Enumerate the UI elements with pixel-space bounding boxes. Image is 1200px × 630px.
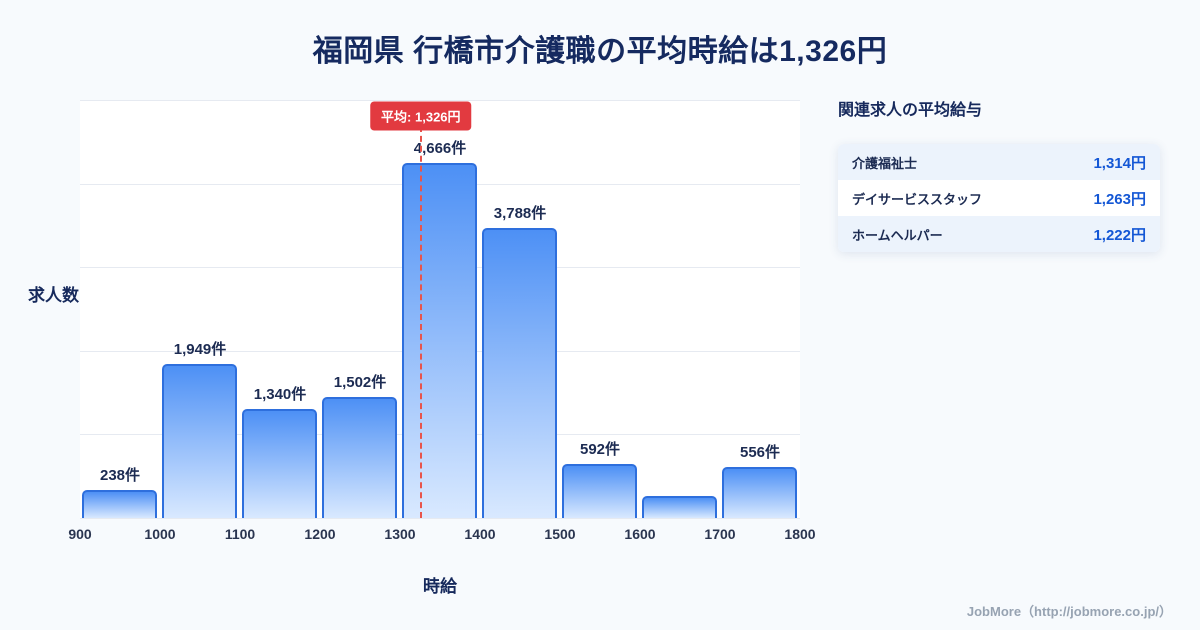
bar-value-label: 3,788件 — [493, 204, 547, 222]
x-tick-label: 1100 — [224, 526, 256, 542]
bar-value-label: 1,502件 — [333, 373, 387, 391]
job-salary: 1,314円 — [1093, 154, 1146, 172]
x-tick-label: 1200 — [304, 526, 336, 542]
sidebar-heading: 関連求人の平均給与 — [838, 102, 983, 119]
bar-value-label: 4,666件 — [413, 140, 467, 157]
histogram-bar — [642, 496, 717, 518]
job-name: ホームヘルパー — [852, 227, 943, 243]
x-axis-label: 時給 — [423, 577, 457, 596]
x-tick-label: 1000 — [144, 526, 176, 542]
bar-value-label: 556件 — [739, 443, 781, 461]
histogram-bar — [402, 163, 477, 518]
y-axis-label: 求人数 — [28, 286, 79, 305]
page-title: 福岡県 行橋市介護職の平均時給は1,326円 — [312, 35, 888, 68]
x-tick-label: 1400 — [464, 526, 496, 542]
related-salaries-panel: 関連求人の平均給与 介護福祉士 1,314円 デイサービススタッフ 1,263円… — [838, 96, 1160, 252]
histogram-bar — [82, 490, 157, 518]
job-salary: 1,263円 — [1093, 190, 1146, 208]
x-tick-label: 900 — [68, 526, 92, 542]
histogram-bar — [162, 363, 237, 518]
histogram-bar — [722, 466, 797, 518]
x-tick-label: 1700 — [704, 526, 736, 542]
salary-row: デイサービススタッフ 1,263円 — [838, 180, 1160, 216]
histogram-bar — [242, 408, 317, 518]
gridline — [80, 100, 800, 101]
x-tick-label: 1800 — [784, 526, 816, 542]
x-tick-label: 1600 — [624, 526, 656, 542]
average-line — [419, 126, 422, 518]
bar-value-label: 592件 — [579, 441, 621, 459]
histogram-bar — [562, 464, 637, 518]
salary-row: ホームヘルパー 1,222円 — [838, 216, 1160, 252]
gridline — [80, 518, 800, 519]
x-tick-label: 1300 — [384, 526, 416, 542]
bar-value-label: 1,949件 — [173, 340, 227, 358]
job-name: 介護福祉士 — [852, 155, 918, 171]
salary-card: 介護福祉士 1,314円 デイサービススタッフ 1,263円 ホームヘルパー 1… — [838, 144, 1160, 252]
histogram-bar — [482, 227, 557, 518]
histogram-bar — [322, 396, 397, 518]
footer-credit: JobMore（http://jobmore.co.jp/） — [966, 604, 1172, 619]
bar-value-label: 1,340件 — [253, 385, 307, 403]
bar-value-label: 238件 — [99, 467, 141, 485]
salary-row: 介護福祉士 1,314円 — [838, 144, 1160, 180]
job-name: デイサービススタッフ — [852, 191, 983, 207]
plot-area: 平均: 1,326円 238件 1,949件 1,340件 1,502件 4,666件 3… — [68, 100, 816, 542]
average-badge: 平均: 1,326円 — [370, 101, 472, 131]
x-tick-label: 1500 — [544, 526, 576, 542]
job-salary: 1,222円 — [1093, 226, 1146, 244]
